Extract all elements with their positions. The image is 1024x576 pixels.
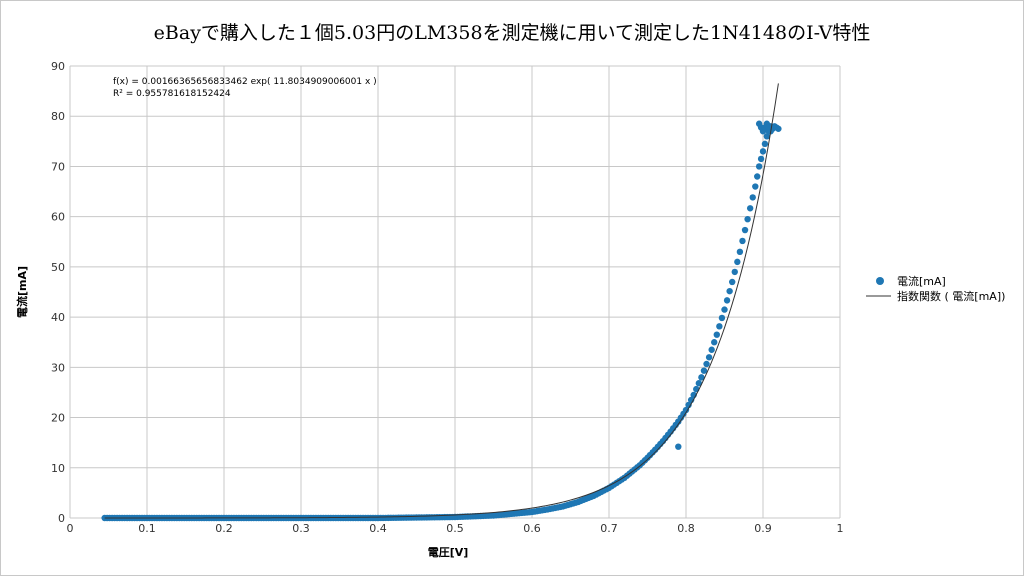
- data-point: [718, 314, 726, 322]
- data-point: [705, 354, 713, 361]
- data-point: [736, 248, 744, 256]
- y-tick-label: 30: [51, 361, 65, 374]
- x-tick-label: 0.2: [215, 522, 233, 535]
- y-tick-label: 20: [51, 412, 65, 425]
- data-point: [526, 509, 533, 516]
- x-tick-label: 0.7: [600, 522, 618, 535]
- trendline-equation: f(x) = 0.00166365656833462 exp( 11.80349…: [113, 77, 377, 87]
- x-tick-label: 0.4: [369, 522, 387, 535]
- data-point: [731, 268, 738, 276]
- data-point: [773, 124, 780, 131]
- data-point: [487, 512, 495, 519]
- data-point: [752, 183, 759, 190]
- x-axis-ticks: 0 0.1 0.2 0.3 0.4 0.5 0.6 0.7 0.8 0.9 1: [67, 522, 844, 535]
- data-point: [641, 457, 649, 464]
- data-point: [372, 514, 379, 522]
- data-point: [749, 194, 756, 201]
- legend: 電流[mA] 指数関数 ( 電流[mA]): [866, 274, 1005, 303]
- data-point: [721, 306, 728, 313]
- data-point: [754, 173, 761, 180]
- data-point: [763, 133, 771, 140]
- y-tick-label: 70: [51, 160, 65, 173]
- y-tick-label: 50: [51, 261, 65, 274]
- data-point: [572, 499, 579, 506]
- trendline: [104, 83, 779, 519]
- data-points: [101, 120, 782, 522]
- x-tick-label: 0.1: [138, 522, 156, 535]
- x-tick-label: 1: [837, 522, 844, 535]
- y-tick-label: 80: [51, 110, 65, 123]
- x-tick-label: 0.3: [292, 522, 310, 535]
- x-tick-label: 0: [67, 522, 74, 535]
- x-tick-label: 0.8: [677, 522, 695, 535]
- grid-lines: [69, 65, 841, 519]
- data-point: [541, 506, 549, 514]
- y-tick-label: 40: [51, 311, 65, 324]
- data-point: [726, 287, 733, 295]
- legend-point-marker: [876, 277, 884, 285]
- trendline-r2: R² = 0.955781618152424: [113, 89, 231, 99]
- legend-label-fit: 指数関数 ( 電流[mA]): [897, 289, 1005, 303]
- data-point: [739, 237, 746, 245]
- data-point: [734, 258, 741, 266]
- data-point: [675, 443, 682, 450]
- data-point: [744, 215, 751, 223]
- y-tick-label: 0: [58, 512, 65, 525]
- data-point: [649, 449, 656, 456]
- data-point: [698, 374, 705, 381]
- y-tick-label: 10: [51, 462, 65, 475]
- data-point: [761, 140, 769, 148]
- y-axis-title: 電流[mA]: [15, 266, 29, 318]
- x-axis-title: 電圧[V]: [428, 546, 469, 559]
- data-point: [711, 339, 718, 346]
- data-point: [700, 367, 708, 374]
- data-point: [741, 226, 749, 234]
- data-point: [729, 278, 736, 286]
- legend-label-points: 電流[mA]: [897, 274, 946, 288]
- x-tick-label: 0.9: [754, 522, 772, 535]
- data-point: [703, 360, 710, 368]
- y-tick-label: 90: [51, 60, 65, 73]
- chart-title: eBayで購入した１個5.03円のLM358を測定機に用いて測定した1N4148…: [153, 22, 871, 44]
- data-point: [557, 503, 564, 511]
- data-point: [713, 331, 720, 338]
- data-point: [695, 380, 703, 387]
- data-point: [755, 163, 763, 170]
- data-point: [759, 148, 767, 155]
- y-axis-ticks: 0 10 20 30 40 50 60 70 80 90: [51, 60, 65, 525]
- data-point: [685, 401, 692, 409]
- data-point: [716, 323, 723, 330]
- data-point: [587, 493, 595, 501]
- data-point: [680, 410, 687, 418]
- data-point: [708, 346, 715, 353]
- trendline-path: [104, 83, 779, 519]
- data-point: [746, 205, 754, 212]
- x-tick-label: 0.5: [446, 522, 464, 535]
- data-point: [723, 297, 731, 304]
- y-tick-label: 60: [51, 211, 65, 224]
- x-tick-label: 0.6: [523, 522, 541, 535]
- data-point: [757, 155, 765, 163]
